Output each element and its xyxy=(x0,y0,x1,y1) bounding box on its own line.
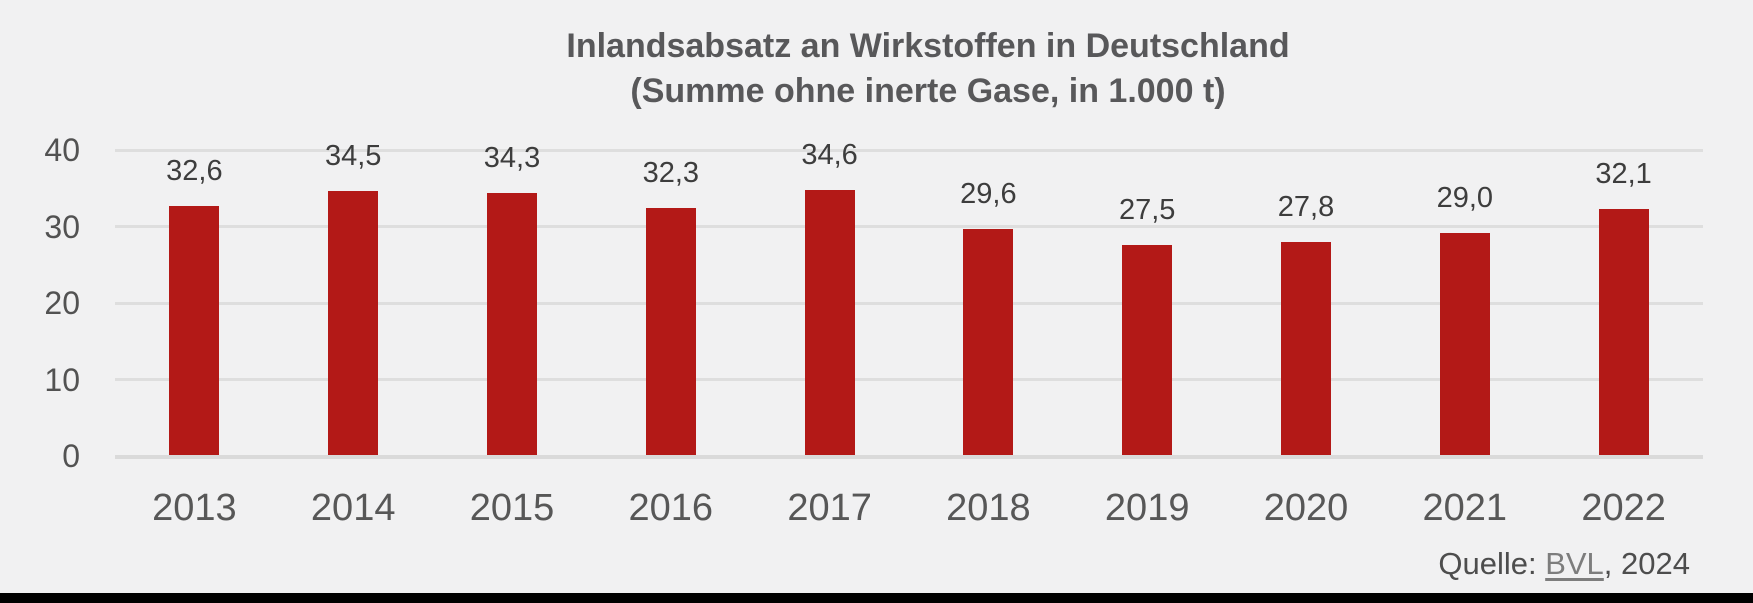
x-axis-label-2022: 2022 xyxy=(1581,487,1666,529)
y-axis-tick-label-40: 40 xyxy=(44,132,80,168)
bar-2020 xyxy=(1281,242,1331,455)
bar-2017 xyxy=(804,190,855,455)
bar-value-label-2018: 29,6 xyxy=(960,177,1017,210)
x-axis-label-2021: 2021 xyxy=(1422,487,1508,529)
x-axis-label-2016: 2016 xyxy=(628,487,714,529)
x-axis-label-2014: 2014 xyxy=(310,487,396,529)
x-axis-label-2015: 2015 xyxy=(469,487,555,529)
chart-subtitle: (Summe ohne inerte Gase, in 1.000 t) xyxy=(630,72,1226,110)
source-line: Quelle: BVL, 2024 xyxy=(1438,547,1690,581)
x-axis-label-2020: 2020 xyxy=(1263,487,1349,529)
bar-value-label-2015: 34,3 xyxy=(483,141,541,174)
bar-value-label-2016: 32,3 xyxy=(642,156,700,189)
bar-value-label-2019: 27,5 xyxy=(1118,193,1176,226)
gridline-20 xyxy=(115,301,1703,305)
bar-value-label-2017: 34,6 xyxy=(801,139,858,172)
chart-title: Inlandsabsatz an Wirkstoffen in Deutschl… xyxy=(566,27,1290,65)
bar-value-label-2022: 32,1 xyxy=(1595,158,1652,191)
bar-2013 xyxy=(169,205,220,455)
gridline-10 xyxy=(115,378,1703,381)
bar-value-label-2013: 32,6 xyxy=(166,154,223,187)
y-axis-tick-label-0: 0 xyxy=(62,438,80,474)
x-axis-label-2019: 2019 xyxy=(1104,487,1190,529)
source-prefix: Quelle: xyxy=(1438,546,1546,581)
y-axis-tick-label-30: 30 xyxy=(44,208,80,245)
chart-header: Inlandsabsatz an Wirkstoffen in Deutschl… xyxy=(115,24,1741,114)
bar-value-label-2014: 34,5 xyxy=(324,140,382,173)
x-axis-label-2013: 2013 xyxy=(152,487,237,529)
bar-2022 xyxy=(1598,209,1649,455)
bar-2014 xyxy=(328,191,379,455)
x-axis-label-2018: 2018 xyxy=(946,487,1031,529)
gridline-40 xyxy=(115,148,1703,152)
gridline-30 xyxy=(115,225,1703,228)
bar-value-label-2020: 27,8 xyxy=(1277,191,1335,224)
bar-2021 xyxy=(1439,233,1490,455)
source-link-bvl[interactable]: BVL xyxy=(1545,546,1604,581)
bar-value-label-2021: 29,0 xyxy=(1436,182,1494,215)
bar-2018 xyxy=(963,228,1014,455)
bar-2019 xyxy=(1122,244,1173,455)
x-axis-line xyxy=(115,455,1703,459)
y-axis-tick-label-10: 10 xyxy=(44,361,80,398)
x-axis-label-2017: 2017 xyxy=(787,487,872,529)
source-suffix: , 2024 xyxy=(1603,546,1690,581)
y-axis-tick-label-20: 20 xyxy=(44,285,80,321)
bar-2015 xyxy=(487,192,537,455)
footer-bar xyxy=(0,593,1753,603)
bar-2016 xyxy=(645,207,696,455)
